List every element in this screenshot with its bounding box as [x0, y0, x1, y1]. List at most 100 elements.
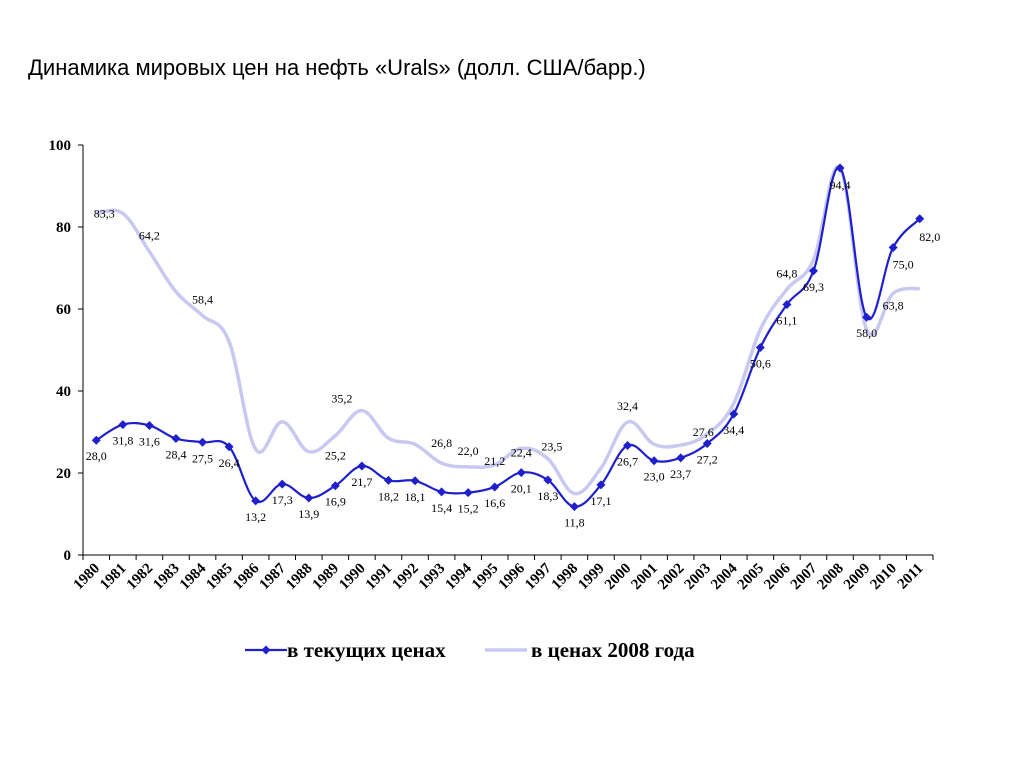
x-tick-label: 2004	[708, 560, 741, 593]
y-tick-label: 60	[56, 302, 71, 318]
data-label-2008: 63,8	[883, 298, 904, 312]
x-tick-label: 2001	[628, 561, 661, 594]
x-tick-label: 1989	[310, 561, 343, 594]
data-point-current	[383, 475, 393, 485]
data-label-current: 61,1	[776, 313, 797, 327]
data-label-current: 16,9	[325, 495, 346, 509]
x-tick-label: 2006	[761, 560, 794, 593]
series-line-2008-prices	[96, 164, 921, 496]
data-point-current	[410, 476, 420, 486]
data-point-current	[277, 479, 287, 489]
data-label-current: 13,9	[298, 507, 319, 521]
data-point-current	[702, 438, 712, 448]
data-point-current	[649, 456, 659, 466]
x-tick-label: 2007	[788, 560, 821, 593]
data-label-2008: 58,4	[192, 293, 213, 307]
x-tick-label: 1998	[549, 561, 582, 594]
data-label-current: 26,7	[617, 455, 638, 469]
data-label-2008: 25,2	[325, 449, 346, 463]
data-point-current	[782, 299, 792, 309]
x-tick-label: 2010	[867, 561, 900, 594]
data-point-current	[198, 437, 208, 447]
data-label-current: 15,4	[431, 501, 452, 515]
x-tick-label: 1984	[177, 560, 210, 593]
data-label-2008: 83,3	[94, 206, 115, 220]
x-tick-label: 1991	[363, 561, 396, 594]
data-label-current: 27,5	[192, 451, 213, 465]
data-label-current: 75,0	[893, 258, 914, 272]
data-point-current	[569, 502, 579, 512]
x-tick-label: 1996	[496, 560, 529, 593]
data-label-current: 18,3	[537, 489, 558, 503]
y-tick-label: 0	[64, 548, 72, 564]
y-tick-label: 100	[49, 138, 72, 154]
data-point-current	[490, 482, 500, 492]
data-point-current	[144, 420, 154, 430]
data-point-current	[437, 487, 447, 497]
x-tick-label: 1999	[575, 561, 608, 594]
data-label-current: 13,2	[245, 510, 266, 524]
data-label-2008: 22,4	[511, 445, 532, 459]
data-label-current: 31,8	[112, 434, 133, 448]
data-point-current	[862, 312, 872, 322]
data-point-current	[915, 214, 925, 224]
y-tick-label: 40	[56, 384, 71, 400]
data-point-current	[304, 493, 314, 503]
data-label-current: 28,0	[86, 449, 107, 463]
data-label-current: 23,7	[670, 467, 691, 481]
x-tick-label: 1983	[150, 561, 183, 594]
x-tick-label: 1994	[442, 560, 475, 593]
data-point-current	[676, 453, 686, 463]
x-tick-label: 1990	[336, 561, 369, 594]
data-label-2008: 27,6	[693, 425, 714, 439]
data-point-current	[516, 468, 526, 478]
data-label-current: 26,4	[219, 456, 240, 470]
data-point-current	[888, 243, 898, 252]
data-point-current	[91, 435, 101, 445]
legend-marker-current	[261, 645, 271, 655]
data-point-current	[357, 461, 367, 471]
x-tick-label: 1995	[469, 561, 502, 594]
chart-title: Динамика мировых цен на нефть «Urals» (д…	[28, 55, 646, 80]
data-label-current: 17,3	[272, 493, 293, 507]
data-label-2008: 64,8	[776, 266, 797, 280]
x-tick-label: 1980	[71, 561, 104, 594]
data-label-current: 69,3	[803, 280, 824, 294]
x-tick-label: 1992	[389, 561, 422, 594]
data-label-current: 34,4	[723, 423, 744, 437]
data-label-2008: 21,2	[484, 454, 505, 468]
data-label-current: 15,2	[458, 502, 479, 516]
data-point-current	[729, 409, 739, 419]
data-point-current	[224, 442, 234, 452]
data-point-current	[623, 441, 633, 451]
data-label-current: 94,4	[830, 178, 851, 192]
data-label-2008: 35,2	[331, 392, 352, 406]
data-label-current: 20,1	[511, 482, 532, 496]
data-label-current: 23,0	[644, 470, 665, 484]
x-tick-label: 1986	[230, 560, 263, 593]
data-point-current	[755, 343, 765, 353]
y-tick-label: 20	[56, 466, 71, 482]
data-point-current	[835, 163, 845, 173]
x-tick-label: 2009	[841, 561, 874, 594]
data-point-current	[118, 420, 128, 430]
x-tick-label: 2011	[895, 561, 927, 593]
data-point-current	[808, 266, 818, 276]
legend-label-2008: в ценах 2008 года	[531, 638, 695, 662]
data-label-2008: 23,5	[541, 440, 562, 454]
data-label-2008: 64,2	[139, 229, 160, 243]
data-point-current	[330, 481, 340, 491]
x-tick-label: 2002	[655, 561, 688, 594]
data-label-current: 21,7	[351, 475, 372, 489]
x-tick-label: 1985	[203, 561, 236, 594]
data-label-current: 16,6	[484, 496, 505, 510]
data-label-current: 18,1	[405, 490, 426, 504]
data-label-current: 18,2	[378, 489, 399, 503]
x-tick-label: 1997	[522, 560, 555, 593]
data-label-current: 28,4	[165, 448, 186, 462]
x-tick-label: 2000	[602, 561, 635, 594]
x-tick-label: 1987	[257, 560, 290, 593]
data-label-current: 11,8	[564, 516, 585, 530]
data-point-current	[171, 434, 181, 444]
